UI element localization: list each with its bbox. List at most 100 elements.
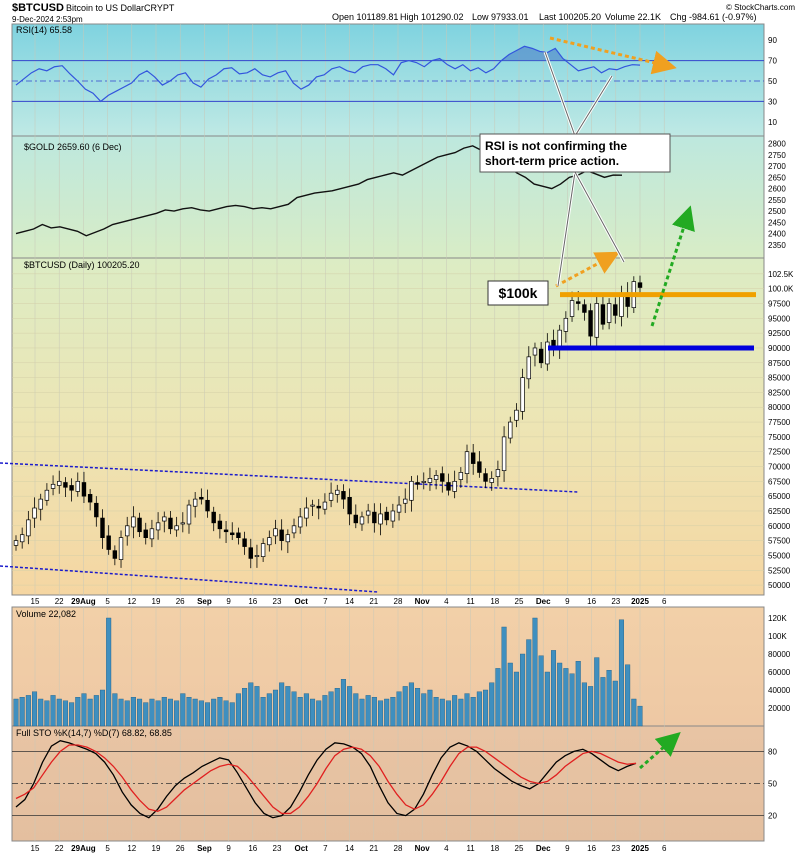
x-tick-label: 19	[152, 597, 161, 606]
trend-channel	[0, 462, 579, 593]
candle-body	[365, 510, 371, 516]
x-tick-label: 18	[490, 844, 499, 853]
candle-body	[514, 409, 519, 421]
price-y-tick: 102.5K	[768, 270, 794, 279]
volume-bar	[445, 700, 451, 727]
x-tick-label: 2025	[631, 844, 649, 853]
volume-value: Volume 22.1K	[605, 12, 661, 22]
candle-body	[576, 301, 581, 304]
price-plot	[13, 275, 756, 569]
x-tick-label: 5	[105, 597, 110, 606]
x-tick-label: 23	[611, 844, 620, 853]
x-tick-label: 16	[587, 844, 596, 853]
volume-bar	[513, 671, 519, 727]
gold-y-tick: 2700	[768, 162, 786, 171]
gold-y-tick: 2500	[768, 207, 786, 216]
x-tick-label: 7	[323, 844, 328, 853]
candle-body	[563, 317, 569, 332]
candle-body	[137, 517, 142, 533]
volume-bar	[19, 697, 25, 727]
volume-bar	[130, 697, 136, 727]
x-tick-label: 29Aug	[71, 597, 96, 606]
x-tick-label: 6	[662, 844, 667, 853]
candle-body	[372, 511, 377, 524]
volume-bar	[161, 697, 167, 727]
x-tick-label: 22	[55, 597, 64, 606]
volume-bar	[439, 698, 445, 727]
gold-plot	[15, 145, 623, 237]
candle-body	[279, 529, 284, 541]
x-tick-label: 21	[369, 597, 378, 606]
price-y-tick: 60000	[768, 522, 791, 531]
volume-bar	[458, 698, 464, 727]
candle-body	[230, 532, 235, 536]
candle-body	[483, 473, 488, 482]
candle-body	[19, 534, 25, 543]
volume-bar	[217, 697, 223, 727]
channel-lower	[0, 565, 379, 593]
label-100k: $100k	[499, 285, 538, 301]
x-tick-label: 16	[587, 597, 596, 606]
volume-bar	[149, 698, 155, 727]
volume-bar	[38, 698, 44, 727]
sto-d-line	[15, 744, 637, 815]
rsi-arrow	[549, 36, 677, 75]
volume-y-tick: 60000	[768, 668, 791, 677]
symbol-name: Bitcoin to US Dollar	[66, 3, 144, 13]
volume-bar	[235, 693, 241, 727]
candle-body	[63, 482, 68, 488]
label-100k-box	[487, 280, 549, 306]
callout-pointer	[574, 171, 625, 263]
candle-body	[13, 540, 19, 546]
candle-body	[38, 498, 43, 510]
volume-bar	[421, 693, 427, 727]
x-tick-label: 9	[565, 844, 570, 853]
x-tick-label: 11	[466, 597, 475, 606]
x-tick-label: 4	[444, 597, 449, 606]
volume-bar	[532, 617, 538, 727]
x-tick-label: Sep	[197, 597, 212, 606]
gold-y-tick: 2550	[768, 196, 786, 205]
callout-pointer	[544, 51, 576, 137]
x-tick-label: 26	[176, 844, 185, 853]
candle-body	[613, 304, 618, 316]
symbol: $BTCUSD	[12, 2, 64, 14]
sto-y-tick: 80	[768, 747, 777, 756]
price-y-tick: 67500	[768, 477, 791, 486]
price-panel	[11, 257, 765, 596]
candle-body	[291, 525, 297, 534]
candle-body	[489, 478, 494, 483]
candle-body	[341, 491, 346, 500]
chart-date: 9-Dec-2024 2:53pm	[12, 15, 83, 24]
rsi-y-tick: 70	[768, 57, 777, 66]
x-tick-label: 16	[248, 597, 257, 606]
rsi-title: RSI(14) 65.58	[16, 25, 72, 35]
volume-bar	[569, 673, 575, 727]
volume-bar	[563, 668, 569, 727]
candle-body	[458, 472, 464, 480]
open-value: Open 101189.81	[332, 12, 398, 22]
volume-bar	[353, 693, 359, 727]
candle-body	[322, 501, 328, 510]
candle-body	[75, 480, 80, 492]
volume-bar	[198, 700, 204, 727]
volume-bar	[520, 653, 526, 727]
volume-title: Volume 22,082	[16, 609, 76, 619]
price-y-tick: 55000	[768, 551, 791, 560]
candle-body	[569, 300, 575, 317]
green-arrow-sto	[639, 732, 681, 770]
candle-body	[433, 475, 439, 480]
volume-bar	[322, 695, 328, 727]
volume-bar	[631, 698, 637, 727]
volume-bar	[143, 702, 149, 727]
change-value: Chg -984.61 (-0.97%)	[670, 12, 757, 22]
candle-body	[600, 304, 606, 325]
candle-body	[464, 451, 470, 474]
gold-y-tick: 2450	[768, 218, 786, 227]
rsi-y-tick: 10	[768, 118, 777, 127]
candle-body	[440, 473, 445, 482]
gold-y-tick: 2750	[768, 151, 786, 160]
x-tick-label: 14	[345, 844, 354, 853]
x-tick-label: 15	[31, 844, 40, 853]
